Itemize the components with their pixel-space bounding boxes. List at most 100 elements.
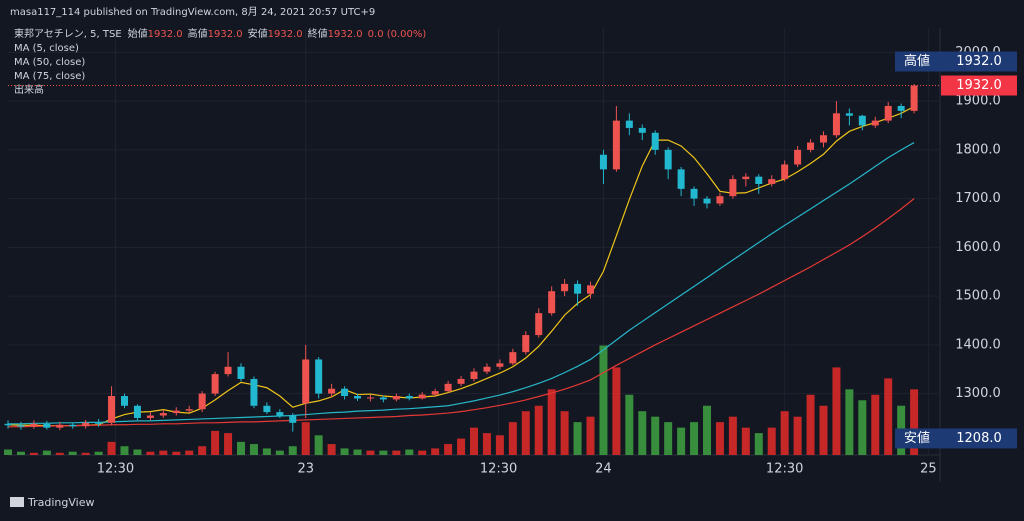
candle-body — [366, 397, 374, 399]
legend-volume: 出来高 — [14, 83, 44, 96]
candle-body — [457, 378, 465, 384]
low-marker-label: 1208.0 — [956, 431, 1002, 446]
candle-body — [509, 352, 517, 364]
candle-body — [185, 409, 193, 411]
candle-body — [146, 415, 154, 418]
volume-bar — [120, 446, 129, 455]
candle-body — [858, 115, 866, 126]
volume-bar — [651, 416, 660, 455]
ma-line — [8, 198, 915, 428]
candle-body — [263, 405, 271, 413]
volume-bar — [249, 444, 258, 455]
candle-body — [418, 394, 426, 399]
volume-bar — [715, 422, 724, 455]
legend-ohlc-value: 1932.0 — [208, 29, 243, 40]
volume-bar — [832, 367, 841, 455]
candle-body — [871, 120, 879, 126]
high-marker-box — [895, 51, 1017, 72]
volume-bar — [470, 427, 478, 455]
candle-body — [522, 335, 530, 353]
candle-body — [690, 188, 698, 199]
candle-body — [250, 378, 258, 406]
volume-bar — [638, 411, 647, 455]
candle-body — [276, 412, 284, 416]
volume-bar — [68, 451, 77, 455]
candle-body — [315, 359, 323, 394]
volume-bar — [728, 416, 737, 455]
volume-bar — [366, 450, 375, 455]
volume-bar — [42, 450, 51, 455]
volume-bar — [547, 389, 556, 455]
volume-bar — [819, 405, 828, 455]
candle-body — [379, 397, 387, 400]
legend-ohlc-name: 高値 — [188, 27, 208, 40]
volume-bar — [146, 451, 155, 455]
candle-body — [535, 313, 543, 336]
candle-body — [742, 176, 750, 180]
candle-body — [237, 366, 245, 379]
volume-bar — [586, 416, 595, 455]
volume-bar — [392, 450, 401, 455]
candle-body — [470, 371, 478, 379]
volume-bar — [573, 422, 582, 455]
candle-body — [56, 424, 64, 428]
candle-body — [599, 154, 607, 170]
candle-body — [172, 410, 180, 414]
candle-body — [781, 164, 789, 180]
volume-bar — [55, 452, 64, 455]
legend-ohlc-name: 始値 — [128, 27, 148, 40]
candle-body — [198, 393, 206, 410]
x-tick-label: 12:30 — [97, 462, 134, 477]
volume-bar — [910, 389, 919, 455]
volume-bar — [560, 411, 569, 455]
y-tick-label: 1500.0 — [955, 289, 1001, 304]
y-tick-label: 1300.0 — [955, 386, 1001, 401]
volume-bar — [625, 394, 634, 455]
legend-symbol: 東邦アセチレン, 5, TSE — [14, 27, 122, 40]
candle-body — [884, 105, 892, 121]
brand-logo — [10, 497, 24, 507]
volume-bar — [405, 449, 414, 455]
x-tick-label: 25 — [920, 462, 937, 477]
candle-body — [561, 283, 569, 292]
y-tick-label: 1800.0 — [955, 142, 1001, 157]
candle-body — [483, 366, 491, 372]
volume-bar — [845, 389, 854, 455]
candle-body — [30, 423, 38, 427]
candle-body — [431, 391, 439, 395]
candle-body — [69, 424, 77, 427]
volume-bar — [677, 427, 686, 455]
volume-bar — [508, 422, 517, 455]
volume-bar — [379, 450, 388, 455]
candle-body — [729, 179, 737, 197]
candle-body — [328, 388, 336, 394]
candle-body — [807, 142, 815, 150]
volume-bar — [288, 446, 297, 455]
volume-bar — [81, 452, 90, 455]
volume-bar — [353, 449, 362, 455]
volume-bar — [884, 378, 893, 455]
high-marker-label: 1932.0 — [956, 54, 1002, 69]
volume-bar — [793, 416, 802, 455]
candle-body — [664, 149, 672, 170]
candle-body — [211, 374, 219, 394]
volume-bar — [314, 435, 323, 455]
volume-bar — [457, 438, 466, 455]
candle-body — [354, 396, 361, 399]
candle-body — [159, 413, 167, 416]
candle-body — [574, 283, 582, 294]
volume-bar — [16, 451, 25, 455]
legend-ohlc-name: 終値 — [308, 27, 328, 40]
volume-bar — [482, 433, 491, 455]
volume-bar — [534, 405, 543, 455]
candle-body — [4, 423, 12, 426]
volume-bar — [431, 448, 440, 455]
candle-body — [677, 169, 685, 189]
volume-bar — [495, 435, 504, 455]
candle-body — [794, 149, 802, 165]
candle-body — [716, 196, 724, 204]
volume-bar — [767, 427, 776, 455]
candle-body — [910, 85, 918, 111]
volume-bar — [211, 430, 220, 455]
